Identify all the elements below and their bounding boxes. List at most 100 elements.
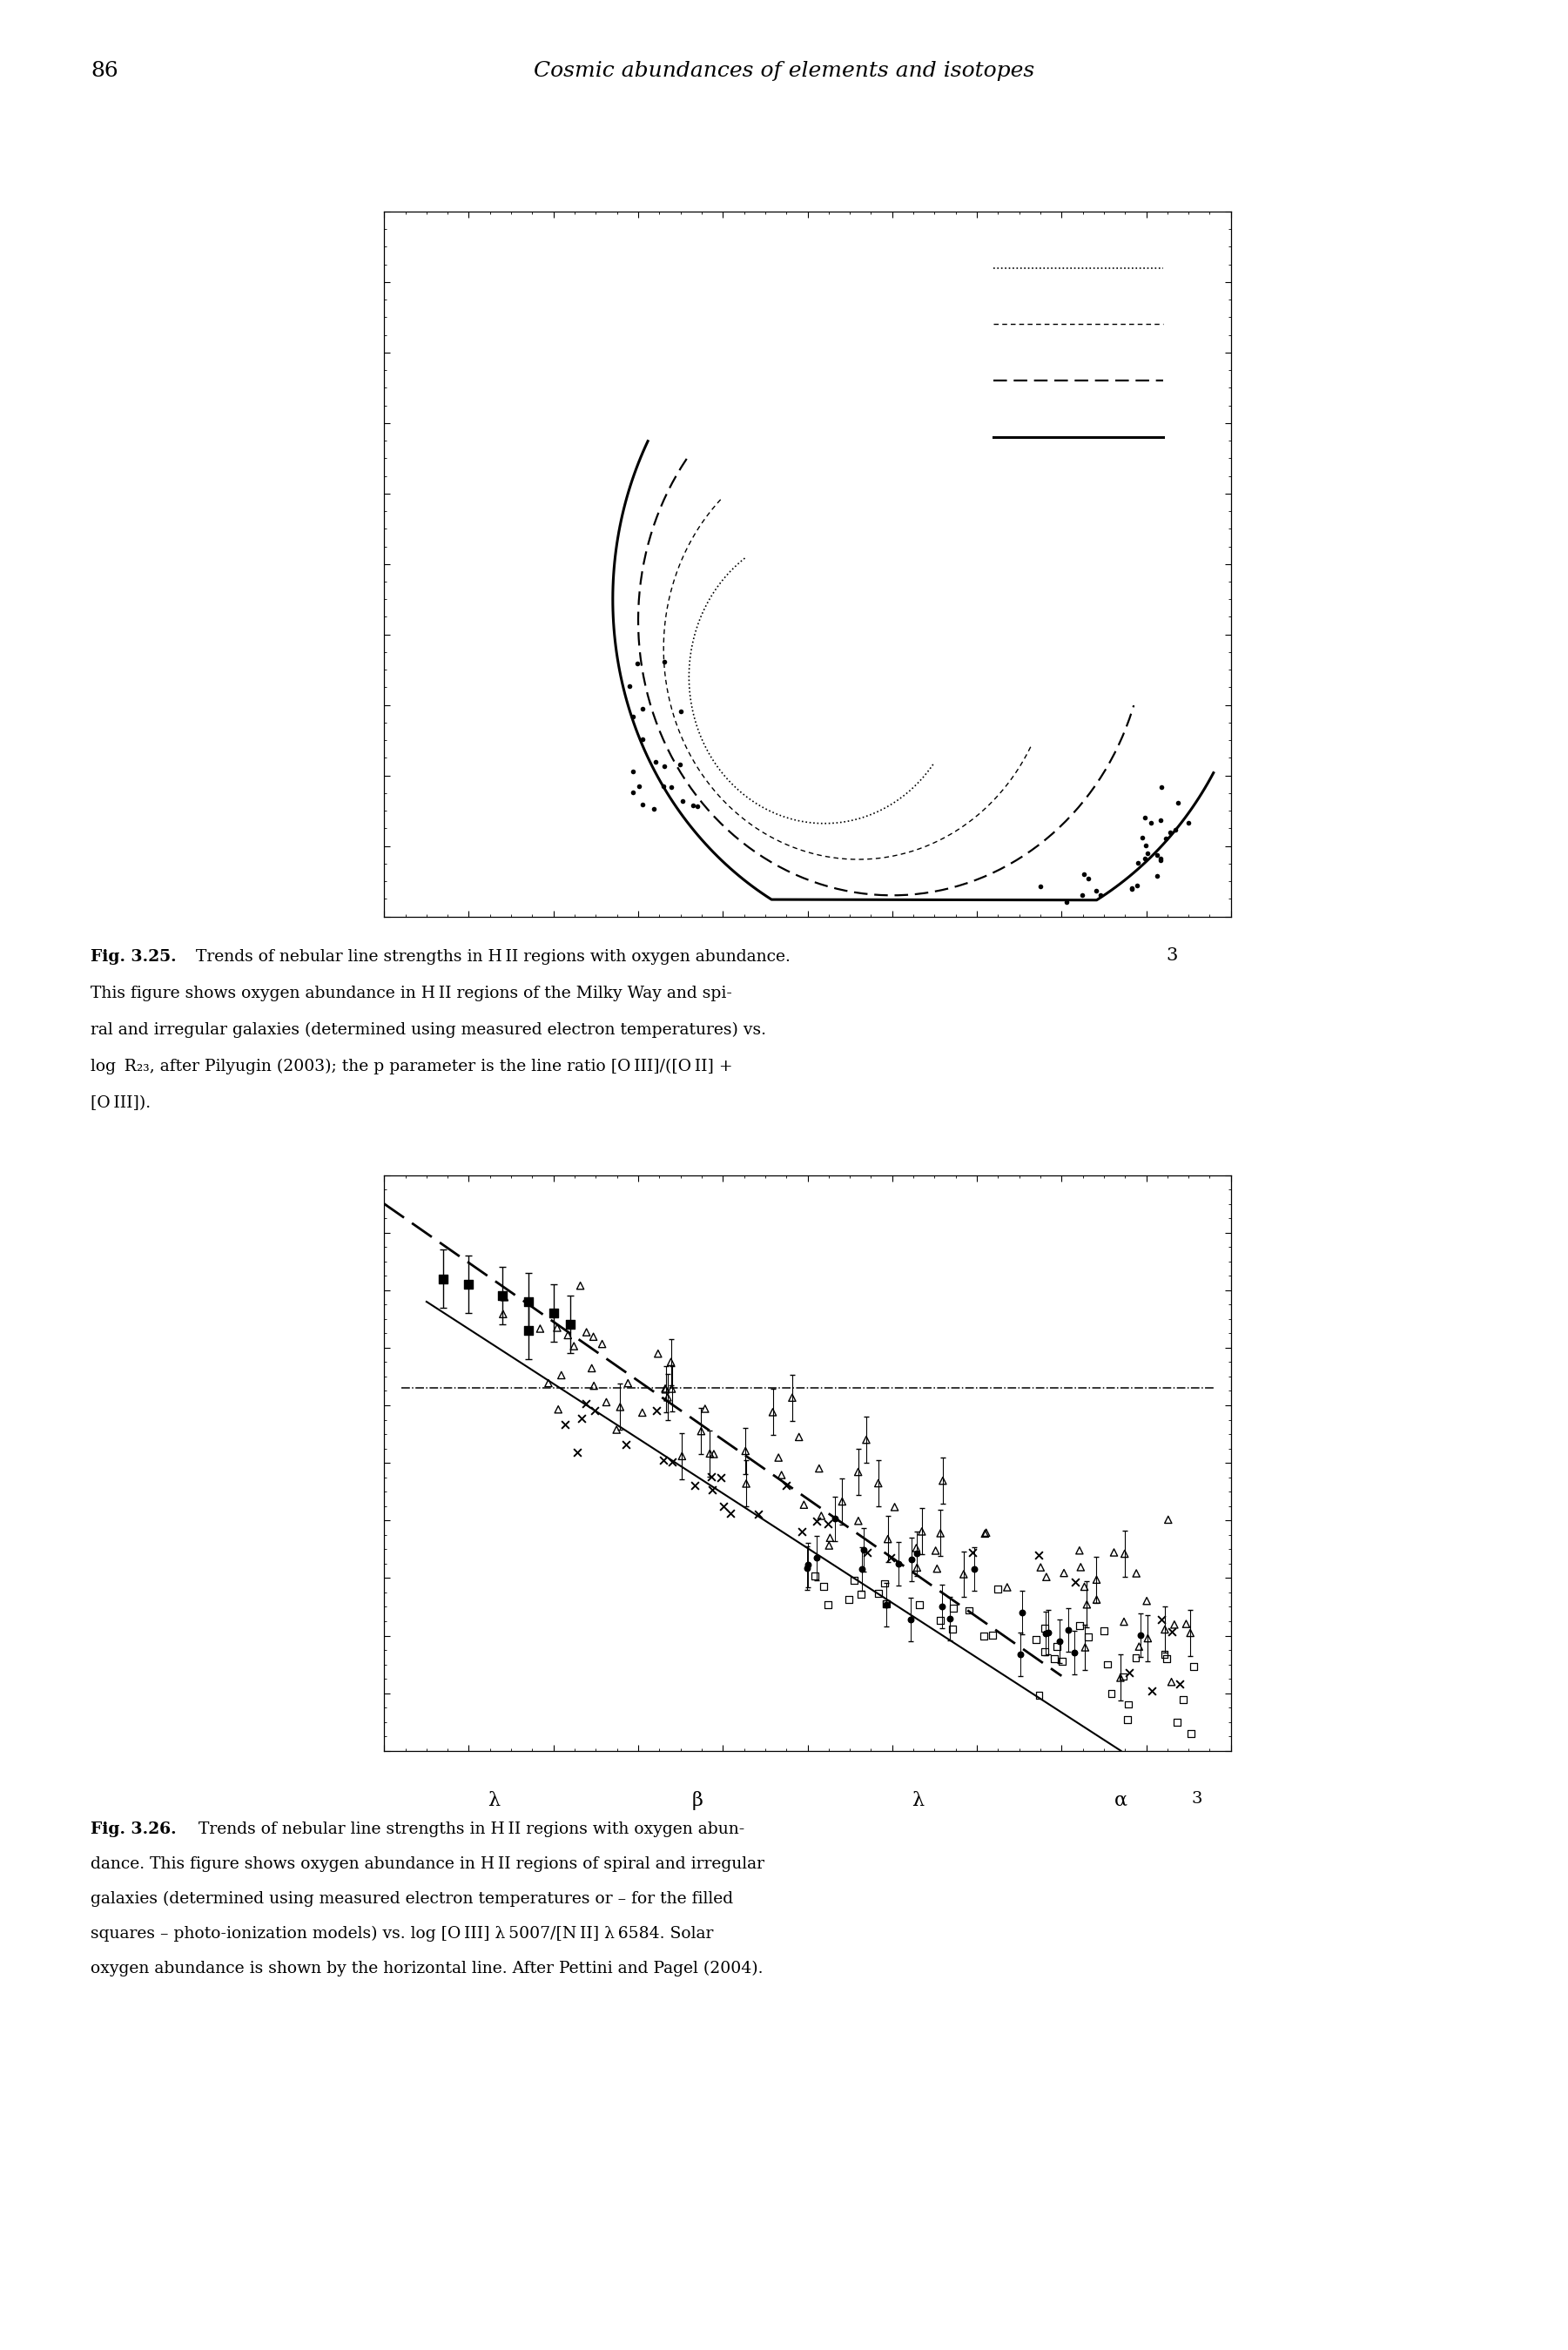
Point bbox=[590, 1325, 615, 1363]
Point bbox=[1033, 1558, 1058, 1596]
Point bbox=[527, 1309, 552, 1347]
Point bbox=[652, 644, 677, 682]
Point bbox=[909, 1513, 935, 1551]
Point bbox=[1134, 827, 1159, 865]
Point bbox=[1115, 1701, 1140, 1739]
Point bbox=[701, 1436, 726, 1473]
Point bbox=[845, 1502, 870, 1539]
Point bbox=[851, 1530, 877, 1567]
Point bbox=[1054, 884, 1079, 921]
Point bbox=[734, 1464, 759, 1502]
Point bbox=[574, 1384, 599, 1422]
Point bbox=[630, 719, 655, 757]
Point bbox=[875, 1520, 900, 1558]
Point bbox=[651, 768, 676, 806]
Point bbox=[681, 787, 706, 825]
Point bbox=[795, 1549, 820, 1586]
Point bbox=[1154, 1640, 1179, 1678]
Point bbox=[1173, 1605, 1198, 1643]
Point bbox=[693, 1389, 718, 1426]
Point bbox=[552, 1405, 577, 1443]
Text: α: α bbox=[1115, 1791, 1127, 1810]
Point bbox=[1135, 834, 1160, 872]
Text: oxygen abundance is shown by the horizontal line. After Pettini and Pagel (2004): oxygen abundance is shown by the horizon… bbox=[91, 1960, 764, 1976]
Text: ral and irregular galaxies (determined using measured electron temperatures) vs.: ral and irregular galaxies (determined u… bbox=[91, 1022, 767, 1039]
Point bbox=[1148, 841, 1173, 879]
Point bbox=[1088, 877, 1113, 914]
Point bbox=[1062, 1633, 1087, 1671]
Point bbox=[1162, 811, 1187, 848]
Point bbox=[1066, 1532, 1091, 1570]
Point bbox=[1112, 1603, 1137, 1640]
Point bbox=[643, 743, 668, 780]
Text: Fig. 3.25.: Fig. 3.25. bbox=[91, 949, 177, 966]
Point bbox=[630, 1394, 655, 1431]
Point bbox=[1135, 1619, 1160, 1657]
Point bbox=[746, 1495, 771, 1532]
Point bbox=[1063, 1563, 1088, 1600]
Point bbox=[787, 1417, 812, 1455]
Point bbox=[1152, 1610, 1178, 1647]
Point bbox=[1074, 1586, 1099, 1624]
Point bbox=[1101, 1535, 1126, 1572]
Point bbox=[855, 1535, 880, 1572]
Point bbox=[655, 1379, 681, 1417]
Point bbox=[848, 1551, 873, 1589]
Point bbox=[1138, 804, 1163, 841]
Point bbox=[670, 1438, 695, 1476]
Point bbox=[1091, 1612, 1116, 1650]
Point bbox=[1124, 844, 1149, 881]
Point bbox=[1129, 818, 1154, 855]
Text: 3: 3 bbox=[1165, 947, 1178, 964]
Point bbox=[630, 689, 655, 726]
Point bbox=[615, 1365, 640, 1403]
Text: 86: 86 bbox=[91, 61, 119, 82]
Point bbox=[941, 1610, 966, 1647]
Point bbox=[795, 1546, 820, 1584]
Point bbox=[806, 1450, 831, 1488]
Point bbox=[817, 1518, 842, 1556]
Point bbox=[815, 1504, 840, 1542]
Point bbox=[685, 787, 710, 825]
Point bbox=[670, 783, 695, 820]
Point bbox=[564, 1434, 590, 1471]
Point bbox=[644, 1391, 670, 1429]
Point bbox=[732, 1431, 757, 1469]
Point bbox=[1157, 813, 1182, 851]
Point bbox=[604, 1410, 629, 1448]
Point bbox=[1083, 1582, 1109, 1619]
Point bbox=[1010, 1593, 1035, 1631]
Point bbox=[709, 1459, 734, 1497]
Point bbox=[790, 1513, 815, 1551]
Point bbox=[1159, 1612, 1184, 1650]
Point bbox=[1116, 1685, 1142, 1723]
Point bbox=[688, 1412, 713, 1450]
Point bbox=[1132, 799, 1157, 837]
Point bbox=[1051, 1643, 1076, 1680]
Point bbox=[1068, 1607, 1093, 1645]
Point bbox=[905, 1535, 930, 1572]
Point bbox=[853, 1422, 878, 1459]
Point bbox=[582, 1368, 607, 1405]
Text: Trends of nebular line strengths in H II regions with oxygen abundance.: Trends of nebular line strengths in H II… bbox=[185, 949, 790, 966]
Point bbox=[1165, 1704, 1190, 1741]
Point bbox=[652, 747, 677, 785]
Point bbox=[809, 1497, 834, 1535]
Point bbox=[641, 790, 666, 827]
Point bbox=[1041, 1640, 1066, 1678]
Point bbox=[1008, 1636, 1033, 1673]
Point bbox=[1073, 1567, 1098, 1605]
Point bbox=[980, 1617, 1005, 1654]
Point bbox=[718, 1495, 743, 1532]
Text: λ: λ bbox=[911, 1791, 924, 1810]
Point bbox=[972, 1617, 997, 1654]
Point bbox=[925, 1551, 950, 1589]
Point bbox=[960, 1535, 985, 1572]
Point bbox=[765, 1438, 790, 1476]
Point bbox=[872, 1565, 897, 1603]
Point bbox=[878, 1539, 903, 1577]
Text: λ: λ bbox=[488, 1791, 500, 1810]
Point bbox=[561, 1328, 586, 1365]
Point bbox=[699, 1457, 724, 1495]
Point bbox=[773, 1466, 798, 1504]
